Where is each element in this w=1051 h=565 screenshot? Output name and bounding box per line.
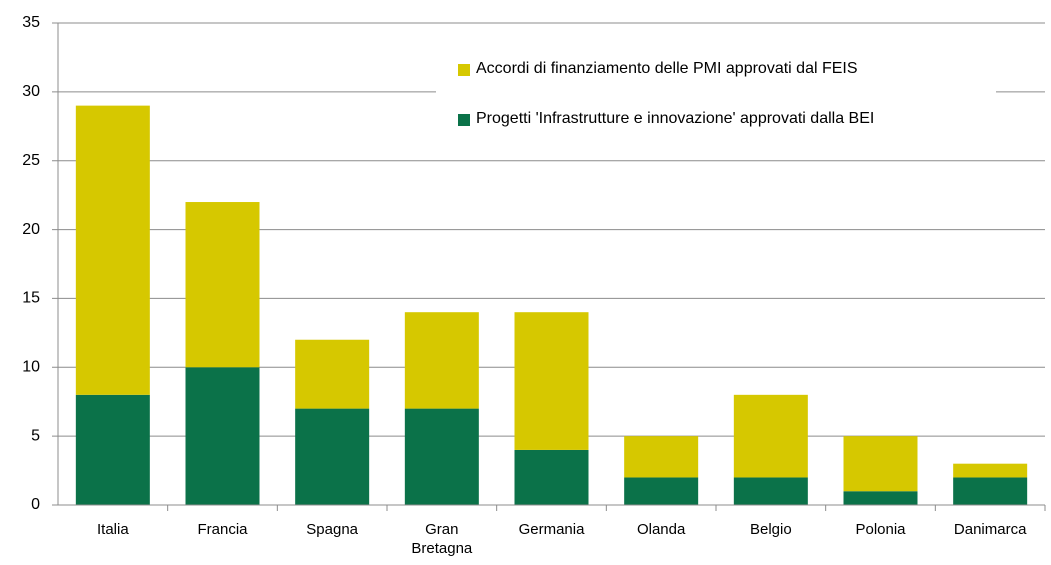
legend-item: Progetti 'Infrastrutture e innovazione' … bbox=[458, 108, 996, 130]
legend-swatch bbox=[458, 64, 470, 76]
bar-segment bbox=[733, 394, 808, 478]
x-tick-label: Gran Bretagna bbox=[411, 521, 473, 557]
bar-segment bbox=[733, 477, 808, 505]
bar-segment bbox=[75, 105, 150, 395]
x-tick-label: Germania bbox=[518, 521, 585, 538]
y-tick-label: 20 bbox=[22, 221, 40, 238]
bar-segment bbox=[514, 312, 589, 450]
bar-segment bbox=[953, 463, 1028, 478]
bar-segment bbox=[953, 477, 1028, 505]
x-tick-label: Danimarca bbox=[953, 521, 1027, 538]
bar-segment bbox=[624, 436, 699, 478]
bar-segment bbox=[295, 408, 370, 505]
y-tick-label: 5 bbox=[31, 427, 40, 444]
y-tick-label: 15 bbox=[22, 290, 40, 307]
bar-segment bbox=[514, 449, 589, 505]
bar-segment bbox=[185, 367, 260, 505]
legend: Accordi di finanziamento delle PMI appro… bbox=[436, 48, 996, 160]
x-tick-label: Belgio bbox=[749, 521, 792, 538]
y-tick-label: 30 bbox=[22, 83, 40, 100]
bar-segment bbox=[843, 436, 918, 492]
bar-segment bbox=[843, 491, 918, 505]
x-tick-label: Francia bbox=[197, 521, 248, 538]
legend-label: Progetti 'Infrastrutture e innovazione' … bbox=[476, 110, 875, 127]
bar-segment bbox=[404, 408, 479, 505]
x-tick-label: Olanda bbox=[636, 521, 686, 538]
y-tick-label: 25 bbox=[22, 152, 40, 169]
legend-item: Accordi di finanziamento delle PMI appro… bbox=[458, 58, 996, 80]
legend-swatch bbox=[458, 114, 470, 126]
x-tick-label: Polonia bbox=[855, 521, 906, 538]
legend-label: Accordi di finanziamento delle PMI appro… bbox=[476, 60, 858, 77]
bar-segment bbox=[75, 394, 150, 505]
x-tick-label: Spagna bbox=[306, 521, 359, 538]
x-tick-label: Italia bbox=[96, 521, 129, 538]
y-tick-label: 10 bbox=[22, 359, 40, 376]
bar-segment bbox=[404, 312, 479, 409]
bar-segment bbox=[295, 339, 370, 409]
bar-segment bbox=[185, 202, 260, 368]
y-tick-label: 35 bbox=[22, 14, 40, 31]
bar-segment bbox=[624, 477, 699, 505]
y-tick-label: 0 bbox=[31, 496, 40, 513]
